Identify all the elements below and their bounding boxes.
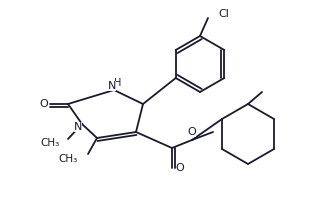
- Text: O: O: [188, 127, 196, 137]
- Text: Cl: Cl: [218, 9, 229, 19]
- Text: CH₃: CH₃: [41, 138, 60, 148]
- Text: O: O: [175, 163, 185, 173]
- Text: CH₃: CH₃: [59, 154, 78, 164]
- Text: N: N: [108, 81, 116, 91]
- Text: N: N: [74, 122, 82, 132]
- Text: H: H: [114, 78, 122, 88]
- Text: O: O: [40, 99, 48, 109]
